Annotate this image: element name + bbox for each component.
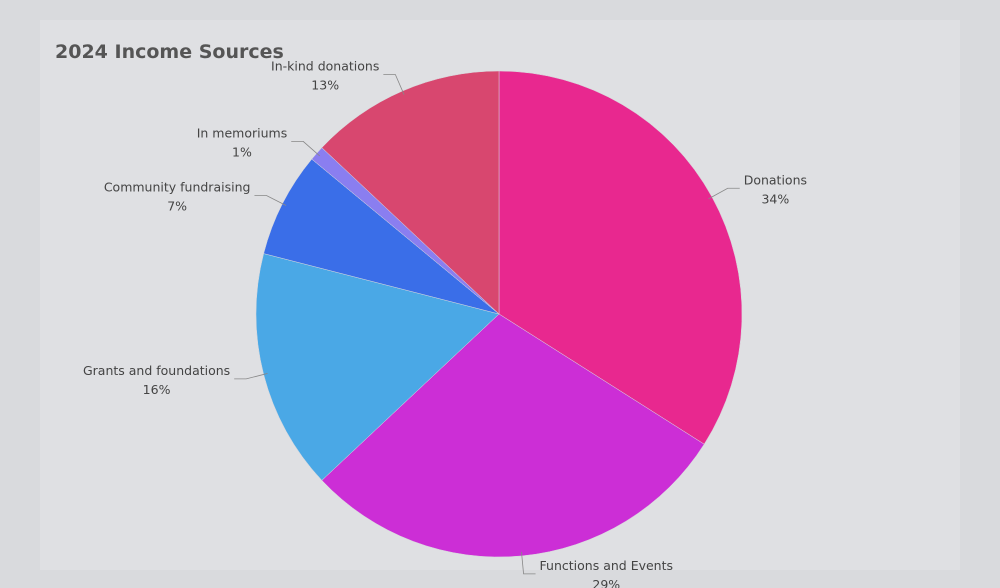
leader-line bbox=[291, 140, 320, 157]
slice-label: In memoriums bbox=[197, 125, 288, 140]
slice-label: Donations bbox=[744, 172, 807, 187]
slice-label: Community fundraising bbox=[104, 180, 251, 195]
leader-line bbox=[521, 551, 536, 575]
slice-value-label: 16% bbox=[143, 382, 171, 397]
slice-value-label: 7% bbox=[167, 199, 187, 214]
leader-line bbox=[254, 195, 287, 206]
slice-value-label: 1% bbox=[232, 144, 252, 159]
leader-line bbox=[383, 74, 405, 95]
slice-label: In-kind donations bbox=[271, 58, 379, 73]
slice-label: Functions and Events bbox=[540, 558, 673, 573]
slice-value-label: 13% bbox=[311, 77, 339, 92]
slice-value-label: 29% bbox=[592, 577, 620, 588]
slice-value-label: 34% bbox=[761, 191, 789, 206]
leader-line bbox=[234, 373, 268, 380]
chart-title: 2024 Income Sources bbox=[55, 41, 284, 63]
slice-label: Grants and foundations bbox=[83, 363, 230, 378]
leader-line bbox=[708, 187, 740, 200]
